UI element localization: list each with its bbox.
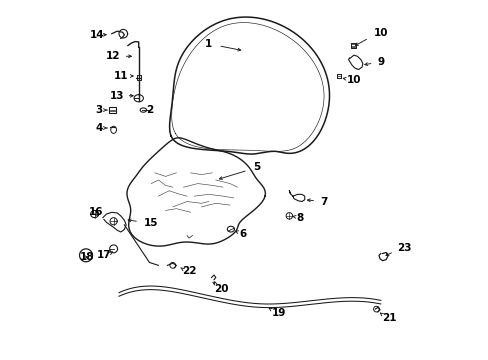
Text: 14: 14 [90, 30, 105, 40]
Bar [109, 107, 116, 113]
Text: 9: 9 [376, 57, 384, 67]
Bar [336, 74, 341, 78]
Text: 10: 10 [373, 28, 387, 38]
Text: 1: 1 [204, 39, 212, 49]
Text: 2: 2 [145, 105, 153, 115]
Text: 21: 21 [382, 313, 396, 323]
Text: 20: 20 [214, 284, 228, 294]
Text: 8: 8 [296, 213, 303, 222]
Text: 10: 10 [346, 75, 361, 85]
Text: 19: 19 [271, 308, 285, 318]
Text: 12: 12 [106, 51, 121, 61]
Text: 11: 11 [113, 71, 128, 81]
Text: 22: 22 [182, 266, 196, 276]
Text: 4: 4 [96, 123, 103, 133]
Text: 6: 6 [239, 229, 246, 239]
Bar [136, 75, 141, 80]
Text: 15: 15 [144, 218, 158, 228]
Text: 16: 16 [88, 207, 103, 217]
Text: 5: 5 [253, 162, 260, 172]
Text: 3: 3 [96, 105, 102, 115]
Text: 17: 17 [97, 250, 112, 260]
Text: 18: 18 [80, 252, 94, 262]
Text: 23: 23 [396, 243, 410, 253]
Text: 7: 7 [319, 197, 326, 207]
Text: 13: 13 [110, 91, 124, 101]
Bar [350, 43, 355, 48]
